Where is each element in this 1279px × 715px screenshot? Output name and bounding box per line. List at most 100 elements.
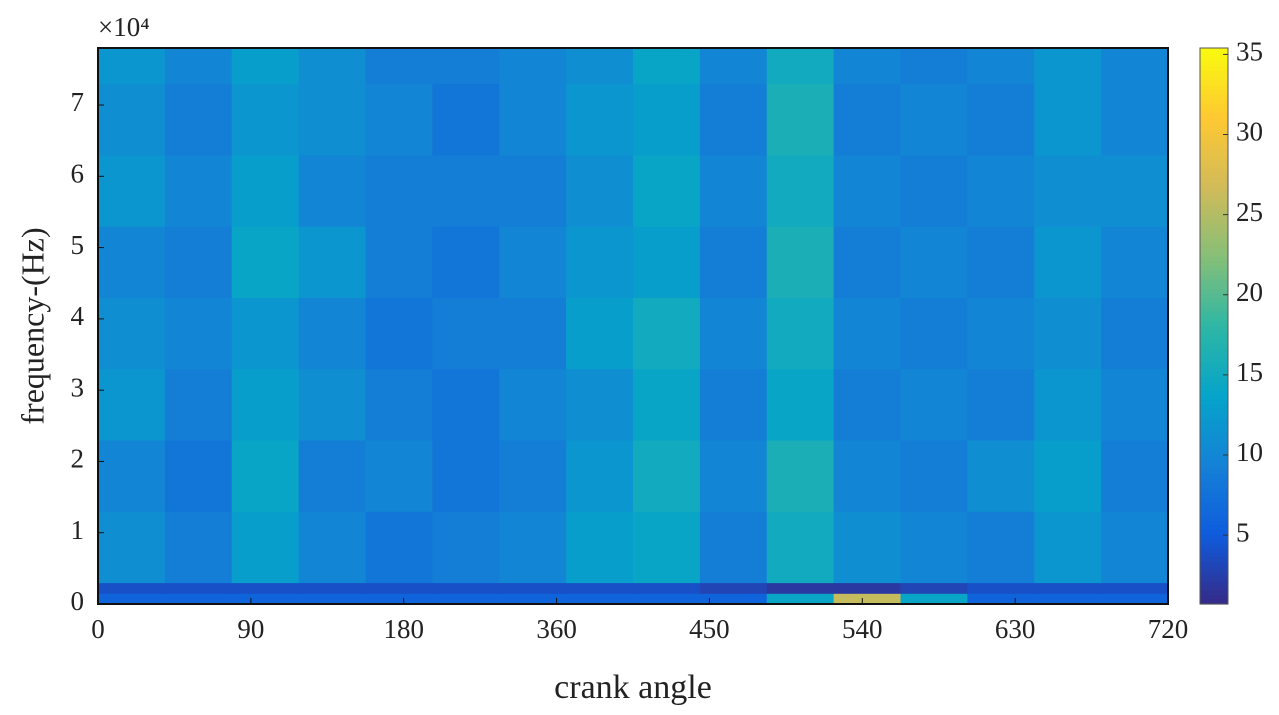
colorbar-band: [1200, 557, 1228, 563]
heat-cell: [298, 297, 366, 370]
heat-cell: [231, 83, 300, 156]
colorbar-band: [1200, 108, 1228, 114]
heat-cell: [231, 297, 300, 370]
heat-cell: [164, 154, 233, 227]
heat-cell: [1034, 83, 1102, 156]
heat-cell: [298, 593, 366, 605]
colorbar-band: [1200, 367, 1228, 373]
heat-cell: [499, 226, 567, 298]
colorbar-band: [1200, 376, 1228, 383]
heat-cell: [499, 48, 567, 85]
x-tick-label: 90: [237, 614, 264, 644]
heat-cell: [164, 368, 233, 441]
heat-cell: [1034, 154, 1102, 227]
colorbar-band: [1200, 455, 1228, 461]
heat-cell: [432, 226, 500, 298]
heat-cell: [1034, 593, 1102, 605]
colorbar-band: [1200, 363, 1228, 369]
colorbar-band: [1200, 460, 1228, 466]
colorbar-band: [1200, 451, 1228, 457]
colorbar-band: [1200, 529, 1228, 536]
colorbar-band: [1200, 349, 1228, 355]
heat-cell: [1101, 226, 1169, 298]
colorbar-band: [1200, 566, 1228, 573]
heat-cell: [365, 368, 433, 441]
heat-cell: [499, 582, 567, 594]
heat-cell: [900, 226, 968, 298]
colorbar-band: [1200, 585, 1228, 591]
colorbar-band: [1200, 205, 1228, 211]
heat-cell: [1034, 582, 1102, 594]
y-tick-label: 6: [71, 159, 85, 189]
colorbar-tick-label: 25: [1236, 197, 1263, 227]
heat-cell: [432, 440, 500, 512]
heat-cell: [365, 83, 433, 156]
heat-cell: [967, 83, 1035, 156]
colorbar-band: [1200, 423, 1228, 429]
heat-cell: [766, 226, 835, 298]
heat-cell: [1101, 582, 1169, 594]
y-tick-label: 7: [71, 87, 85, 117]
heat-cell: [900, 368, 968, 441]
colorbar-band: [1200, 339, 1228, 346]
heat-cell: [298, 440, 366, 512]
heat-cell: [164, 297, 233, 370]
colorbar-band: [1200, 247, 1228, 253]
colorbar-band: [1200, 418, 1228, 424]
colorbar-band: [1200, 562, 1228, 568]
heat-cell: [164, 48, 233, 85]
colorbar-band: [1200, 284, 1228, 290]
heat-cell: [1034, 368, 1102, 441]
heat-cell: [699, 511, 768, 584]
colorbar-band: [1200, 177, 1228, 183]
heat-cell: [967, 440, 1035, 512]
colorbar-band: [1200, 159, 1228, 165]
colorbar-band: [1200, 75, 1228, 82]
colorbar-band: [1200, 251, 1228, 258]
heat-cell: [900, 511, 968, 584]
colorbar-band: [1200, 335, 1228, 341]
heat-cell: [900, 440, 968, 512]
colorbar-band: [1200, 270, 1228, 276]
colorbar-band: [1200, 488, 1228, 494]
colorbar-band: [1200, 358, 1228, 364]
heat-cell: [298, 83, 366, 156]
heat-cell: [432, 368, 500, 441]
x-tick-label: 540: [842, 614, 883, 644]
heat-cell: [566, 154, 634, 227]
heat-cell: [98, 83, 166, 156]
colorbar-band: [1200, 71, 1228, 77]
heat-cell: [164, 83, 233, 156]
heat-cell: [499, 297, 567, 370]
heat-cell: [432, 48, 500, 85]
colorbar-band: [1200, 571, 1228, 577]
colorbar-band: [1200, 57, 1228, 63]
heat-cell: [1101, 83, 1169, 156]
heat-cell: [432, 83, 500, 156]
heat-cell: [298, 582, 366, 594]
colorbar-band: [1200, 515, 1228, 522]
colorbar-band: [1200, 66, 1228, 72]
heat-cell: [766, 582, 835, 594]
heat-cell: [164, 582, 233, 594]
heat-cell: [365, 511, 433, 584]
heat-cell: [566, 582, 634, 594]
heat-cell: [365, 582, 433, 594]
heat-cell: [833, 593, 901, 605]
colorbar-band: [1200, 182, 1228, 188]
colorbar-band: [1200, 122, 1228, 128]
colorbar-band: [1200, 502, 1228, 508]
heat-cell: [1101, 593, 1169, 605]
x-tick-label: 180: [383, 614, 424, 644]
colorbar-tick-label: 5: [1236, 517, 1250, 547]
colorbar-band: [1200, 511, 1228, 517]
heat-cell: [833, 297, 901, 370]
heat-cell: [967, 582, 1035, 594]
heat-cell: [967, 368, 1035, 441]
heat-cell: [766, 154, 835, 227]
heat-cell: [164, 593, 233, 605]
colorbar-band: [1200, 131, 1228, 137]
heat-cell: [231, 226, 300, 298]
heat-cell: [432, 297, 500, 370]
heat-cell: [699, 368, 768, 441]
